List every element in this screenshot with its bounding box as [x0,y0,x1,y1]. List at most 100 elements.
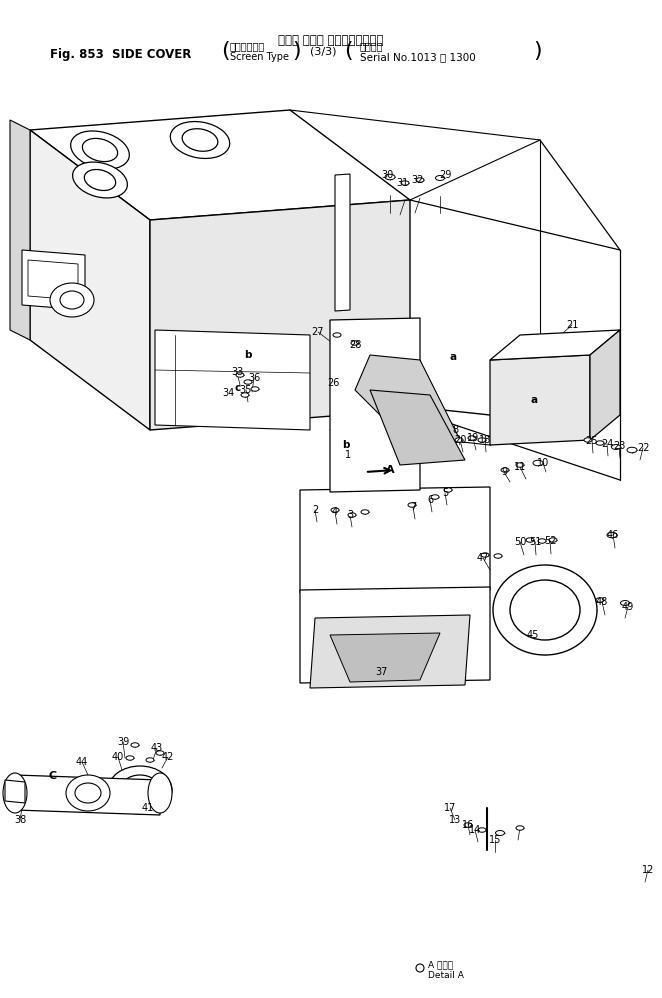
Text: 41: 41 [142,803,154,813]
Polygon shape [22,250,85,310]
Text: 9: 9 [501,467,507,477]
Text: 23: 23 [613,441,625,451]
Text: 33: 33 [231,367,243,377]
Text: 47: 47 [477,553,489,563]
Polygon shape [355,355,460,445]
Text: 29: 29 [439,170,451,180]
Text: 30: 30 [381,170,393,180]
Text: 14: 14 [469,825,481,835]
Ellipse shape [516,825,524,830]
Text: b: b [244,350,252,360]
Polygon shape [155,330,310,430]
Text: ): ) [293,41,301,61]
Text: (3/3): (3/3) [310,46,336,56]
Text: A: A [386,465,395,475]
Ellipse shape [516,463,524,467]
Text: 40: 40 [112,752,124,762]
Ellipse shape [481,553,489,557]
Polygon shape [30,110,410,220]
Polygon shape [30,130,150,430]
Polygon shape [490,355,590,445]
Text: 6: 6 [427,495,433,505]
Ellipse shape [236,373,244,377]
Text: スクリーン型: スクリーン型 [230,41,265,51]
Ellipse shape [416,964,424,972]
Ellipse shape [66,775,110,811]
Ellipse shape [444,488,452,492]
Polygon shape [5,780,25,803]
Text: 13: 13 [449,815,461,825]
Text: Fig. 853  SIDE COVER: Fig. 853 SIDE COVER [50,48,191,61]
Ellipse shape [612,444,620,449]
Text: 8: 8 [452,425,458,435]
Text: 39: 39 [117,737,129,747]
Ellipse shape [416,178,424,183]
Text: (: ( [220,41,229,61]
Polygon shape [310,615,470,688]
Text: 17: 17 [444,803,456,813]
Polygon shape [300,587,490,683]
Ellipse shape [126,755,134,760]
Ellipse shape [495,830,504,835]
Polygon shape [370,390,465,465]
Text: Screen Type: Screen Type [230,52,289,62]
Ellipse shape [244,380,252,384]
Text: 52: 52 [544,536,556,546]
Text: C: C [49,771,57,781]
Text: 20: 20 [454,435,466,445]
Ellipse shape [455,438,463,442]
Text: Serial No.1013 ～ 1300: Serial No.1013 ～ 1300 [360,52,476,62]
Text: 27: 27 [312,327,324,337]
Ellipse shape [146,757,154,762]
Ellipse shape [73,162,127,198]
Text: 44: 44 [76,757,88,767]
Text: a: a [449,352,457,362]
Ellipse shape [549,538,557,542]
Ellipse shape [333,332,341,337]
Ellipse shape [170,122,230,159]
Ellipse shape [3,773,27,813]
Ellipse shape [385,175,395,180]
Text: 4: 4 [332,507,338,517]
Text: 12: 12 [642,865,654,875]
Ellipse shape [526,538,534,542]
Ellipse shape [478,827,486,832]
Text: A 拡大図: A 拡大図 [428,960,453,969]
Ellipse shape [538,539,546,543]
Text: 46: 46 [607,530,619,540]
Text: 26: 26 [327,378,339,388]
Ellipse shape [510,580,580,640]
Text: 1: 1 [345,450,351,460]
Text: 18: 18 [479,435,491,445]
Text: 16: 16 [462,820,474,830]
Text: 35: 35 [240,385,252,395]
Ellipse shape [251,387,259,391]
Ellipse shape [361,510,369,514]
Polygon shape [590,330,620,440]
Text: 21: 21 [566,320,578,330]
Ellipse shape [131,743,139,748]
Ellipse shape [401,181,409,186]
Text: 適用号機: 適用号機 [360,41,383,51]
Text: 19: 19 [467,433,479,443]
Text: 36: 36 [248,373,260,383]
Text: 34: 34 [222,388,234,398]
Text: Detail A: Detail A [428,970,464,979]
Polygon shape [300,487,490,593]
Text: a: a [530,395,538,405]
Text: サイド カバー （スクリーン型）: サイド カバー （スクリーン型） [278,34,384,47]
Text: (: ( [344,41,352,61]
Polygon shape [150,200,410,430]
Polygon shape [330,318,420,492]
Ellipse shape [108,766,172,814]
Ellipse shape [82,139,118,162]
Text: 24: 24 [601,439,613,449]
Text: 50: 50 [514,537,526,547]
Ellipse shape [607,532,617,538]
Polygon shape [330,633,440,682]
Polygon shape [28,260,78,300]
Ellipse shape [501,468,509,472]
Ellipse shape [348,513,356,517]
Ellipse shape [494,554,502,558]
Ellipse shape [627,447,637,453]
